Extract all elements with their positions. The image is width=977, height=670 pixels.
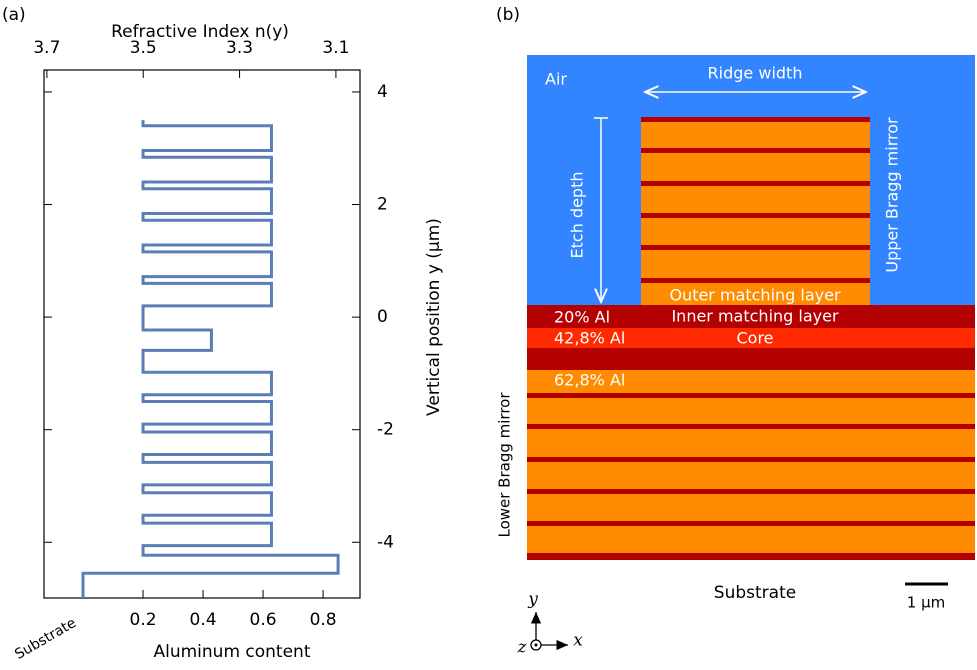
x2-axis-label: Refractive Index n(y) [111,22,289,42]
label: 42,8% Al [554,329,625,348]
label: Upper Bragg mirror [883,117,902,273]
lower-stripes [527,393,975,560]
y-tick-label: 2 [377,195,388,215]
x-axis-label: Aluminum content [153,642,310,662]
label: Air [545,70,567,89]
y-tick-label: -4 [377,532,394,552]
panel-b: (b) Air Ridge width Etch depth Upper Bra… [496,5,975,658]
x-tick-label: 0.6 [250,610,277,630]
ridge-stripes [641,117,870,283]
label: Outer matching layer [669,286,841,305]
ridge [641,117,870,305]
x-tick-label: 0.4 [190,610,217,630]
label: z [517,638,528,658]
lower-mirror [527,370,975,560]
y-tick-label: -2 [377,420,394,440]
x2-tick-label: 3.5 [130,38,157,58]
x2-tick-label: 3.3 [226,38,253,58]
label: 20% Al [554,308,610,327]
lower-matching [527,348,975,370]
label: Inner matching layer [671,307,839,326]
y-axis-label: Vertical position y (μm) [424,218,444,416]
label: Substrate [714,583,796,603]
label: Etch depth [568,172,587,259]
x-tick-label: 0.8 [310,610,337,630]
inner-layer [527,305,975,328]
profile-line [81,120,340,598]
label: y [527,590,538,610]
panel-label: (b) [496,5,520,25]
x-tick-label: Substrate [12,615,79,663]
axes-frame [43,69,361,599]
label: x [573,631,583,651]
panel-label: (a) [2,5,26,25]
label: Core [736,329,773,348]
x-tick-label: 0.2 [130,610,157,630]
x2-tick-label: 3.7 [33,38,60,58]
label: 62,8% Al [554,371,625,390]
label: Lower Bragg mirror [496,392,514,538]
x2-tick-label: 3.1 [322,38,349,58]
label: 1 μm [907,594,945,612]
core-layer [527,328,975,348]
axis-dot [534,643,538,647]
panel-a: (a) Refractive Index n(y) Aluminum conte… [2,5,444,663]
y-tick-label: 0 [377,307,388,327]
y-tick-label: 4 [377,82,388,102]
label: Ridge width [708,64,803,83]
